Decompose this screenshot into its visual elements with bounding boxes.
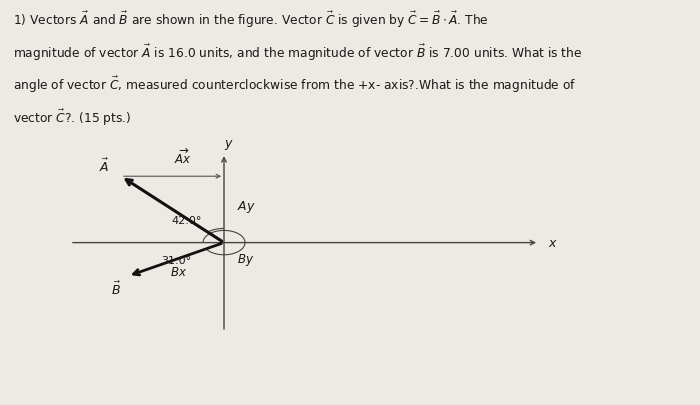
Text: $Ay$: $Ay$ bbox=[237, 198, 256, 215]
Text: $\vec{B}$: $\vec{B}$ bbox=[111, 279, 121, 297]
Text: x: x bbox=[548, 237, 556, 249]
Text: $\overrightarrow{Ax}$: $\overrightarrow{Ax}$ bbox=[174, 147, 192, 167]
Text: 1) Vectors $\vec{A}$ and $\vec{B}$ are shown in the figure. Vector $\vec{C}$ is : 1) Vectors $\vec{A}$ and $\vec{B}$ are s… bbox=[13, 10, 489, 30]
Text: 42.0°: 42.0° bbox=[172, 216, 202, 226]
Text: vector $\vec{C}$?. (15 pts.): vector $\vec{C}$?. (15 pts.) bbox=[13, 107, 131, 127]
Text: $By$: $By$ bbox=[237, 252, 254, 268]
Text: magnitude of vector $\vec{A}$ is 16.0 units, and the magnitude of vector $\vec{B: magnitude of vector $\vec{A}$ is 16.0 un… bbox=[13, 43, 582, 62]
Text: $Bx$: $Bx$ bbox=[169, 265, 187, 278]
Text: y: y bbox=[224, 137, 231, 150]
Text: 31.0°: 31.0° bbox=[161, 255, 191, 265]
Text: angle of vector $\vec{C}$, measured counterclockwise from the +x- axis?.What is : angle of vector $\vec{C}$, measured coun… bbox=[13, 75, 576, 95]
Text: $\vec{A}$: $\vec{A}$ bbox=[99, 158, 110, 175]
